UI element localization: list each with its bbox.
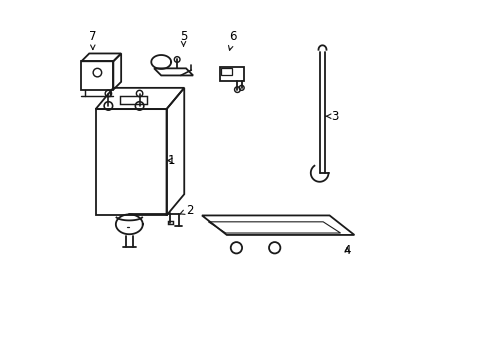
Text: 7: 7 — [89, 30, 96, 49]
Text: 1: 1 — [167, 154, 175, 167]
Text: 2: 2 — [180, 204, 193, 217]
Text: 3: 3 — [325, 110, 338, 123]
Text: 6: 6 — [228, 30, 236, 50]
Text: 5: 5 — [180, 30, 187, 46]
Text: 4: 4 — [343, 244, 350, 257]
